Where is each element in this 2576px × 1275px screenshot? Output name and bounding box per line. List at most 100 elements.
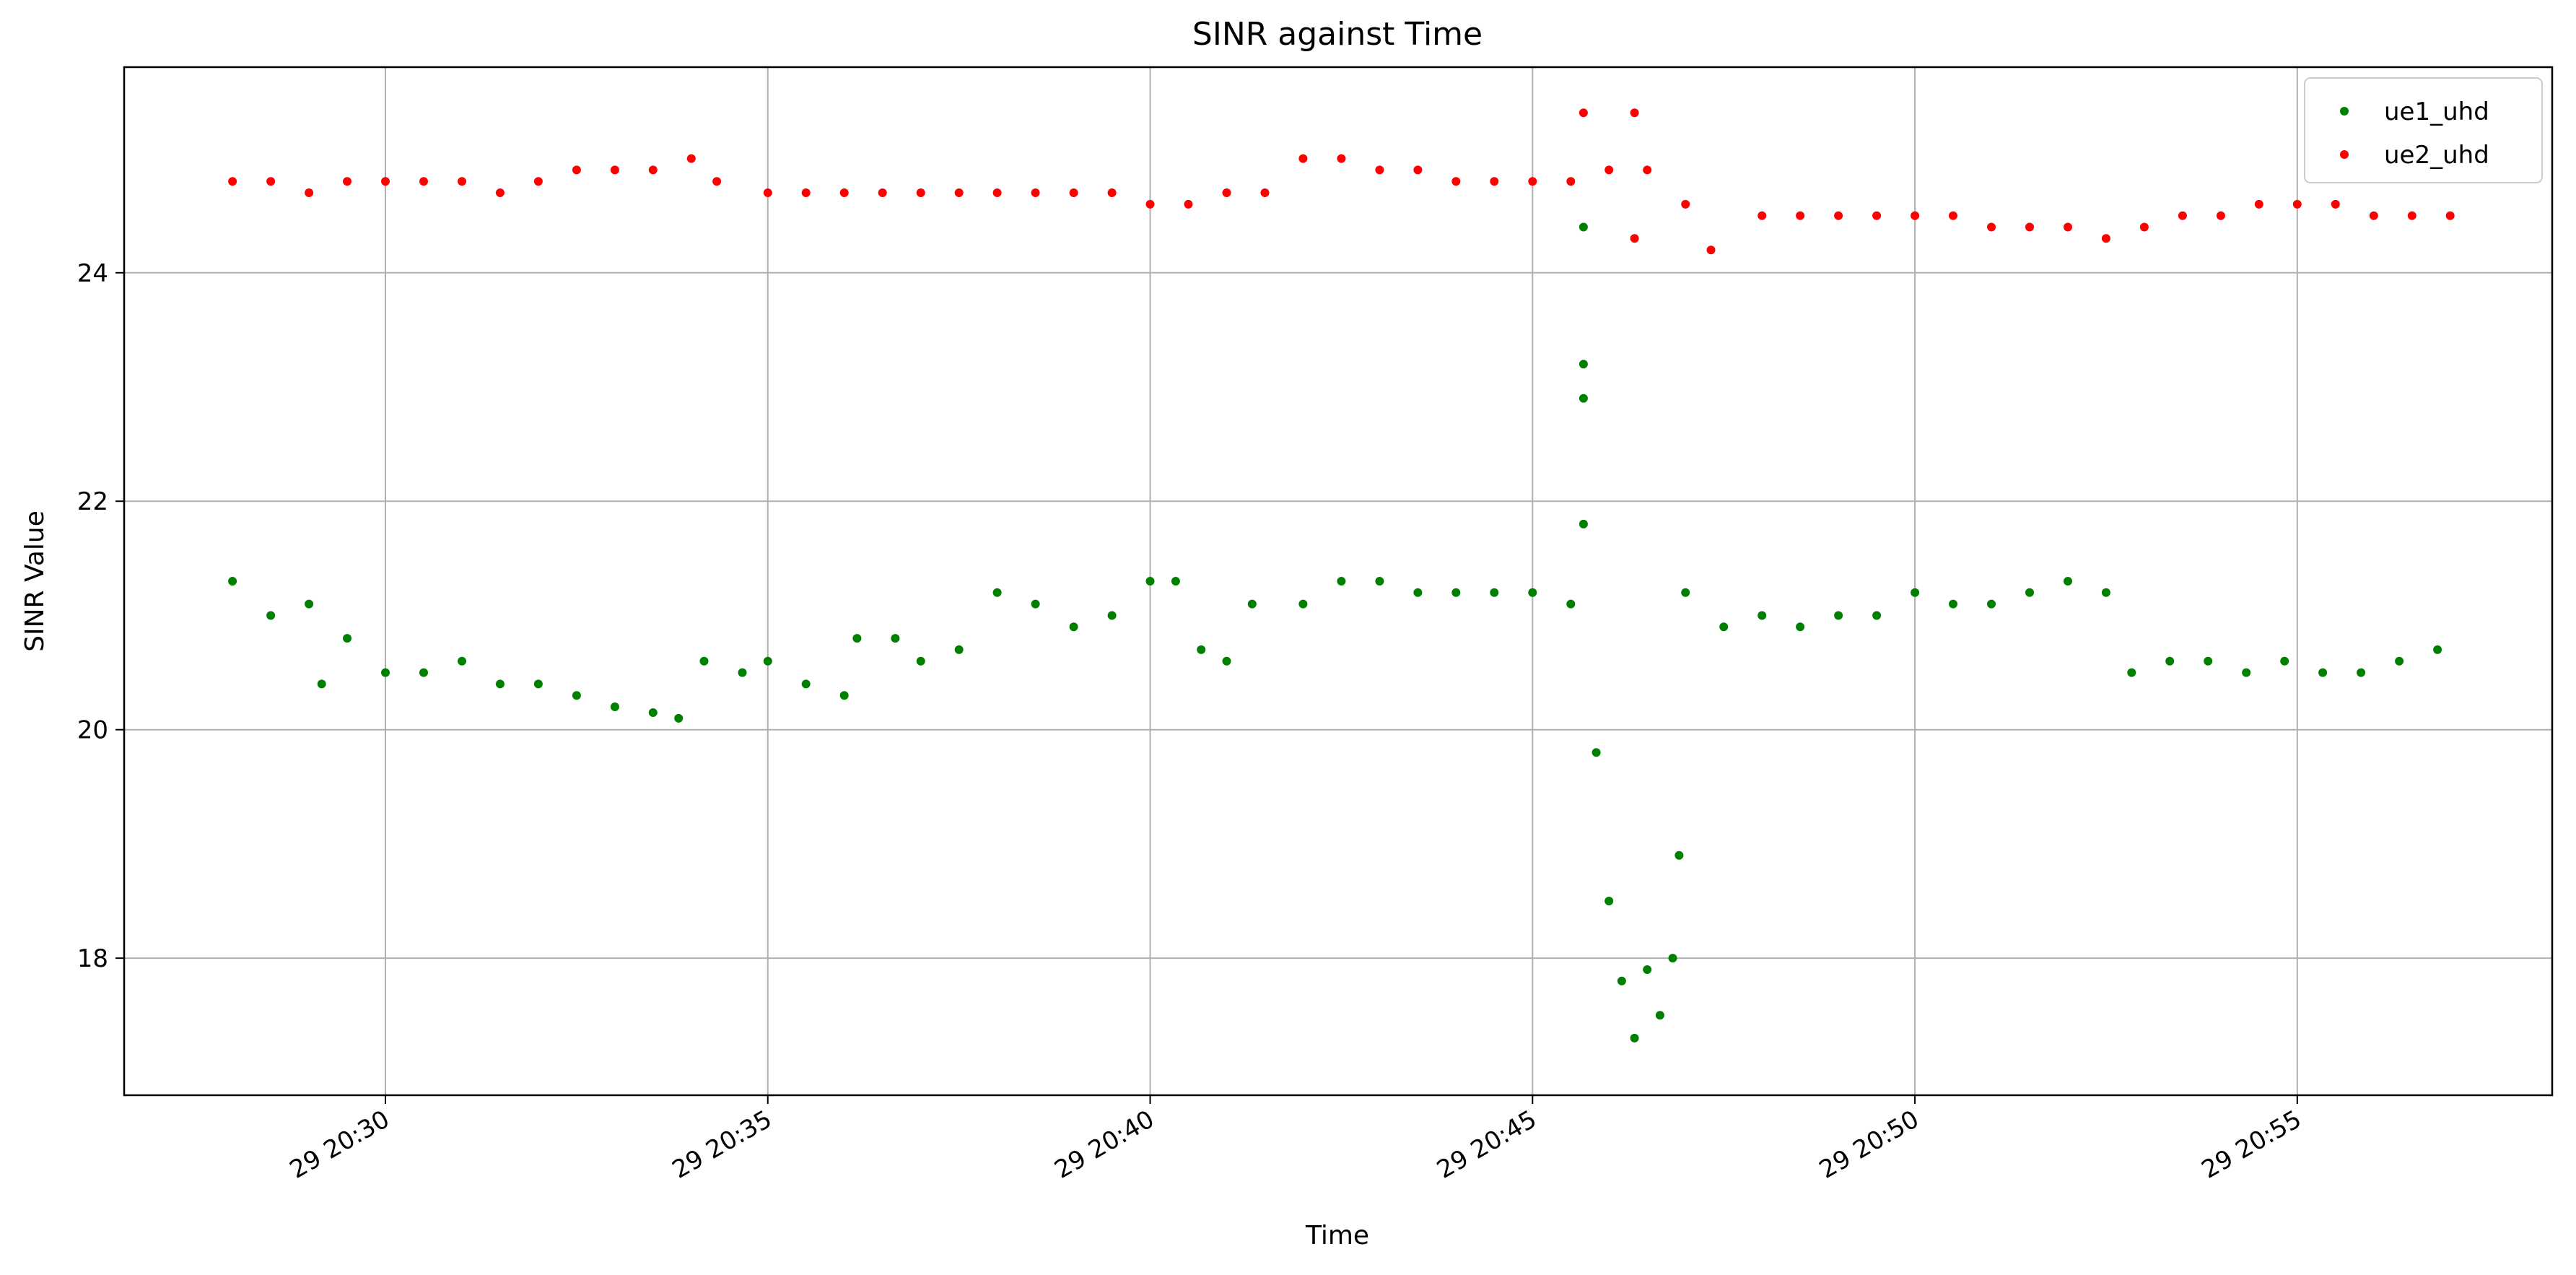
data-point xyxy=(1655,1011,1664,1020)
data-point xyxy=(916,188,925,197)
data-point xyxy=(317,679,326,689)
data-point xyxy=(1630,108,1639,118)
data-point xyxy=(381,177,390,186)
data-point xyxy=(1184,199,1193,209)
data-point xyxy=(1579,393,1588,403)
data-point xyxy=(648,165,658,175)
data-point xyxy=(1247,599,1257,609)
data-point xyxy=(1566,177,1576,186)
data-point xyxy=(2242,668,2251,677)
data-point xyxy=(1031,599,1040,609)
data-point xyxy=(1796,622,1805,632)
data-point xyxy=(266,177,276,186)
data-point xyxy=(1260,188,1270,197)
data-point xyxy=(2101,234,2110,243)
data-point xyxy=(2064,222,2072,232)
data-point xyxy=(1107,611,1117,620)
data-point xyxy=(1758,611,1767,620)
data-point xyxy=(1592,748,1601,757)
series-ue2_uhd xyxy=(228,108,2455,255)
data-point xyxy=(2025,588,2034,597)
data-point xyxy=(1145,199,1155,209)
data-point xyxy=(1298,599,1308,609)
data-point xyxy=(610,165,619,175)
data-point xyxy=(686,154,696,163)
data-point xyxy=(1617,976,1626,985)
data-point xyxy=(648,708,658,717)
data-point xyxy=(2254,199,2263,209)
data-point xyxy=(1579,519,1588,528)
legend: ue1_uhd ue2_uhd xyxy=(2304,77,2543,183)
data-point xyxy=(1681,588,1690,597)
legend-label: ue2_uhd xyxy=(2384,141,2489,170)
legend-marker xyxy=(2340,107,2349,116)
data-point xyxy=(1337,154,1346,163)
legend-label: ue1_uhd xyxy=(2384,97,2489,126)
data-point xyxy=(1758,211,1767,220)
data-point xyxy=(533,177,543,186)
y-tick-label: 18 xyxy=(77,944,108,973)
series-ue1_uhd xyxy=(228,222,2442,1043)
data-point xyxy=(1528,177,1537,186)
data-point xyxy=(916,656,925,666)
data-point xyxy=(954,188,964,197)
data-point xyxy=(1451,588,1461,597)
data-point xyxy=(419,668,428,677)
data-point xyxy=(992,588,1002,597)
data-point xyxy=(1668,954,1677,963)
legend-box xyxy=(2304,77,2543,183)
data-point xyxy=(1451,177,1461,186)
data-point xyxy=(495,188,505,197)
plot-area-frame xyxy=(123,66,2554,1097)
data-point xyxy=(2204,656,2213,666)
series-layer xyxy=(228,108,2455,1043)
data-point xyxy=(1706,245,1716,255)
data-point xyxy=(1375,577,1384,586)
data-point xyxy=(1834,611,1843,620)
data-point xyxy=(839,691,849,700)
data-point xyxy=(1579,108,1588,118)
data-point xyxy=(2101,588,2110,597)
data-point xyxy=(419,177,428,186)
data-point xyxy=(1031,188,1040,197)
data-point xyxy=(1222,188,1231,197)
data-point xyxy=(1872,211,1882,220)
data-point xyxy=(1375,165,1384,175)
data-point xyxy=(1987,222,1996,232)
data-point xyxy=(2357,668,2366,677)
data-point xyxy=(1949,599,1957,609)
data-point xyxy=(305,599,314,609)
data-point xyxy=(1987,599,1996,609)
y-axis-label: SINR Value xyxy=(20,510,50,652)
data-point xyxy=(2395,656,2404,666)
data-point xyxy=(1069,622,1078,632)
data-point xyxy=(763,188,772,197)
data-point xyxy=(1604,897,1614,905)
data-point xyxy=(2064,577,2072,586)
data-point xyxy=(1643,165,1652,175)
data-point xyxy=(712,177,722,186)
data-point xyxy=(954,645,964,654)
data-point xyxy=(1197,645,1206,654)
data-point xyxy=(839,188,849,197)
data-point xyxy=(852,634,862,643)
data-point xyxy=(1566,599,1576,609)
data-point xyxy=(2139,222,2149,232)
data-point xyxy=(1298,154,1308,163)
y-tick-label: 24 xyxy=(77,259,108,288)
data-point xyxy=(1069,188,1078,197)
data-point xyxy=(1911,588,1920,597)
data-point xyxy=(2331,199,2340,209)
data-point xyxy=(1579,360,1588,369)
data-point xyxy=(228,577,237,586)
y-tick-label: 20 xyxy=(77,716,108,745)
data-point xyxy=(458,656,466,666)
data-point xyxy=(2127,668,2136,677)
data-point xyxy=(572,165,581,175)
data-point xyxy=(674,713,684,723)
data-point xyxy=(2318,668,2328,677)
data-point xyxy=(1579,222,1588,232)
data-point xyxy=(1681,199,1690,209)
